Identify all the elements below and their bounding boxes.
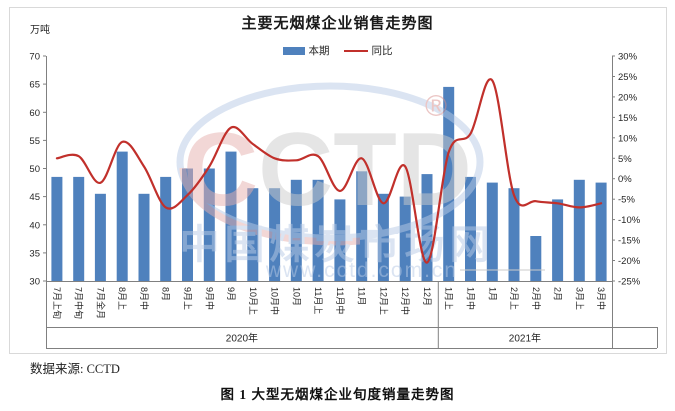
chart-title: 主要无烟煤企业销售走势图 bbox=[241, 15, 434, 32]
legend-label-bars: 本期 bbox=[308, 45, 330, 57]
bar-series-swatch-icon bbox=[282, 46, 305, 55]
chart-panel bbox=[9, 7, 667, 354]
legend-item-bars: 本期 bbox=[282, 43, 330, 58]
figure-caption: 图 1 大型无烟煤企业旬度销量走势图 bbox=[220, 387, 455, 402]
legend-label-line: 同比 bbox=[371, 45, 393, 57]
legend-item-line: 同比 bbox=[343, 43, 393, 58]
data-source: 数据来源: CCTD bbox=[30, 362, 120, 376]
line-series-swatch-icon bbox=[343, 49, 368, 52]
legend: 本期 同比 bbox=[0, 43, 675, 58]
left-axis-unit-label: 万吨 bbox=[30, 25, 50, 36]
